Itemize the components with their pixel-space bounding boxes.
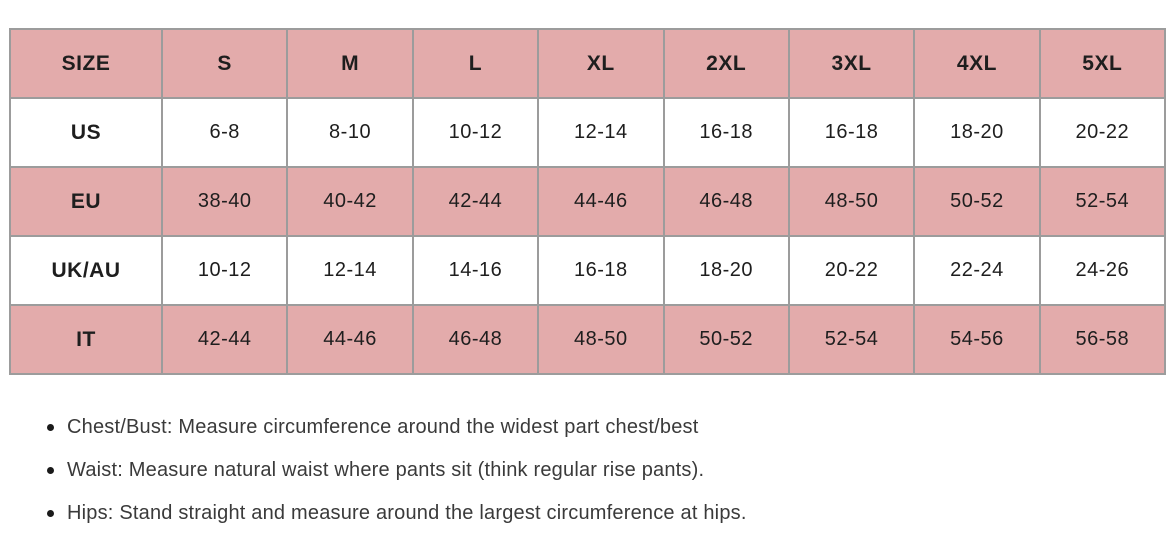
size-value-cell: 20-22 [787, 235, 916, 306]
size-value-cell: 40-42 [286, 166, 414, 237]
size-value-cell: 50-52 [662, 304, 790, 375]
measurement-notes: Chest/Bust: Measure circumference around… [47, 406, 1175, 535]
size-value-cell: 56-58 [1038, 304, 1167, 375]
size-value-cell: 42-44 [160, 304, 289, 375]
note-text: Chest/Bust: Measure circumference around… [67, 416, 699, 438]
header-cell-m: M [286, 28, 414, 99]
row-label-cell: UK/AU [9, 235, 163, 306]
size-value-cell: 14-16 [411, 235, 540, 306]
size-value-cell: 20-22 [1038, 97, 1167, 168]
size-value-cell: 22-24 [913, 235, 1041, 306]
size-value-cell: 16-18 [537, 235, 665, 306]
bullet-icon [47, 424, 54, 431]
size-value-cell: 10-12 [411, 97, 540, 168]
header-cell-3xl: 3XL [787, 28, 916, 99]
row-label-cell: EU [9, 166, 163, 237]
size-value-cell: 54-56 [913, 304, 1041, 375]
row-label-cell: IT [9, 304, 163, 375]
size-value-cell: 6-8 [160, 97, 289, 168]
size-value-cell: 18-20 [662, 235, 790, 306]
row-label-cell: US [9, 97, 163, 168]
size-value-cell: 16-18 [662, 97, 790, 168]
table-row-us: US 6-8 8-10 10-12 12-14 16-18 16-18 18-2… [9, 97, 1167, 168]
size-value-cell: 24-26 [1038, 235, 1167, 306]
size-value-cell: 42-44 [411, 166, 540, 237]
size-value-cell: 46-48 [662, 166, 790, 237]
size-value-cell: 48-50 [787, 166, 916, 237]
note-item-waist: Waist: Measure natural waist where pants… [47, 449, 1175, 492]
bullet-icon [47, 467, 54, 474]
size-value-cell: 38-40 [160, 166, 289, 237]
table-row-ukau: UK/AU 10-12 12-14 14-16 16-18 18-20 20-2… [9, 235, 1167, 306]
size-value-cell: 46-48 [411, 304, 540, 375]
size-value-cell: 16-18 [787, 97, 916, 168]
size-value-cell: 44-46 [537, 166, 665, 237]
size-value-cell: 8-10 [286, 97, 414, 168]
header-cell-s: S [160, 28, 289, 99]
header-cell-xl: XL [537, 28, 665, 99]
size-value-cell: 52-54 [1038, 166, 1167, 237]
table-row-it: IT 42-44 44-46 46-48 48-50 50-52 52-54 5… [9, 304, 1167, 375]
size-value-cell: 44-46 [286, 304, 414, 375]
header-cell-size: SIZE [9, 28, 163, 99]
header-cell-4xl: 4XL [913, 28, 1041, 99]
size-value-cell: 52-54 [787, 304, 916, 375]
header-cell-l: L [411, 28, 540, 99]
size-chart-header-row: SIZE S M L XL 2XL 3XL 4XL 5XL [9, 28, 1167, 99]
size-value-cell: 12-14 [286, 235, 414, 306]
header-cell-2xl: 2XL [662, 28, 790, 99]
size-chart-table: SIZE S M L XL 2XL 3XL 4XL 5XL US 6-8 8-1… [9, 28, 1167, 375]
note-text: Waist: Measure natural waist where pants… [67, 459, 705, 481]
note-text: Hips: Stand straight and measure around … [67, 502, 747, 524]
table-row-eu: EU 38-40 40-42 42-44 44-46 46-48 48-50 5… [9, 166, 1167, 237]
note-item-chest: Chest/Bust: Measure circumference around… [47, 406, 1175, 449]
bullet-icon [47, 510, 54, 517]
size-value-cell: 50-52 [913, 166, 1041, 237]
note-item-hips: Hips: Stand straight and measure around … [47, 492, 1175, 535]
size-value-cell: 48-50 [537, 304, 665, 375]
header-cell-5xl: 5XL [1038, 28, 1167, 99]
size-value-cell: 10-12 [160, 235, 289, 306]
size-value-cell: 18-20 [913, 97, 1041, 168]
size-value-cell: 12-14 [537, 97, 665, 168]
